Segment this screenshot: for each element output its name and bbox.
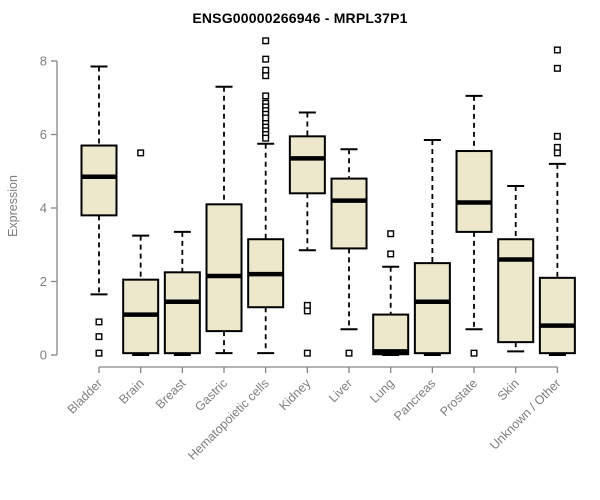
outlier-point <box>303 349 311 357</box>
outlier-point <box>262 114 270 122</box>
box-group-pancreas <box>413 139 451 356</box>
outlier-point <box>553 46 561 54</box>
box-group-breast <box>163 230 201 356</box>
iqr-box <box>372 313 410 356</box>
x-tick-label: Breast <box>153 376 189 412</box>
x-tick-label: Bladder <box>65 376 105 416</box>
box-group-lung <box>372 230 410 356</box>
x-tick-label: Lung <box>367 376 397 406</box>
x-tick-label: Kidney <box>277 376 314 413</box>
iqr-box <box>80 144 118 217</box>
box-group-unknown-other <box>538 46 576 356</box>
x-tick-label: Unknown / Other <box>487 376 563 452</box>
box-group-bladder <box>80 65 118 357</box>
y-tick-label: 4 <box>40 201 47 216</box>
outlier-point <box>345 349 353 357</box>
outlier-point <box>262 55 270 63</box>
iqr-box <box>497 238 535 344</box>
x-tick-label: Skin <box>495 376 522 403</box>
iqr-box <box>538 276 576 355</box>
x-tick-label: Brain <box>116 376 147 407</box>
outlier-point <box>262 72 270 80</box>
outlier-point <box>553 149 561 157</box>
outlier-point <box>470 349 478 357</box>
outlier-point <box>262 66 270 74</box>
iqr-box <box>455 150 493 233</box>
chart-title: ENSG00000266946 - MRPL37P1 <box>192 10 408 26</box>
outlier-point <box>387 250 395 258</box>
outlier-point <box>553 132 561 140</box>
y-tick-label: 0 <box>40 348 47 363</box>
box-group-gastric <box>205 85 243 355</box>
box-group-liver <box>330 148 368 357</box>
outlier-point <box>262 134 270 142</box>
outlier-point <box>303 307 311 315</box>
x-tick-label: Liver <box>326 376 355 405</box>
x-tick-label: Gastric <box>192 376 230 414</box>
y-tick-label: 2 <box>40 274 47 289</box>
x-tick-label: Pancreas <box>391 376 438 423</box>
outlier-point <box>95 318 103 326</box>
outlier-point <box>95 333 103 341</box>
box-group-hematopoietic-cells <box>247 37 285 355</box>
y-tick-label: 8 <box>40 54 47 69</box>
outlier-point <box>137 149 145 157</box>
outlier-point <box>303 301 311 309</box>
iqr-box <box>330 177 368 250</box>
box-group-brain <box>122 149 160 356</box>
outlier-point <box>553 64 561 72</box>
x-tick-label: Prostate <box>437 376 480 419</box>
iqr-box <box>288 135 326 195</box>
box-group-skin <box>497 184 535 353</box>
iqr-box <box>163 271 201 355</box>
outlier-point <box>95 349 103 357</box>
box-group-prostate <box>455 94 493 357</box>
iqr-box <box>205 203 243 333</box>
outlier-point <box>553 143 561 151</box>
iqr-box <box>413 262 451 355</box>
outlier-point <box>262 92 270 100</box>
outlier-point <box>262 37 270 45</box>
outlier-point <box>387 230 395 238</box>
y-tick-label: 6 <box>40 127 47 142</box>
x-tick-label: Hematopoietic cells <box>185 376 272 463</box>
box-group-kidney <box>288 111 326 357</box>
